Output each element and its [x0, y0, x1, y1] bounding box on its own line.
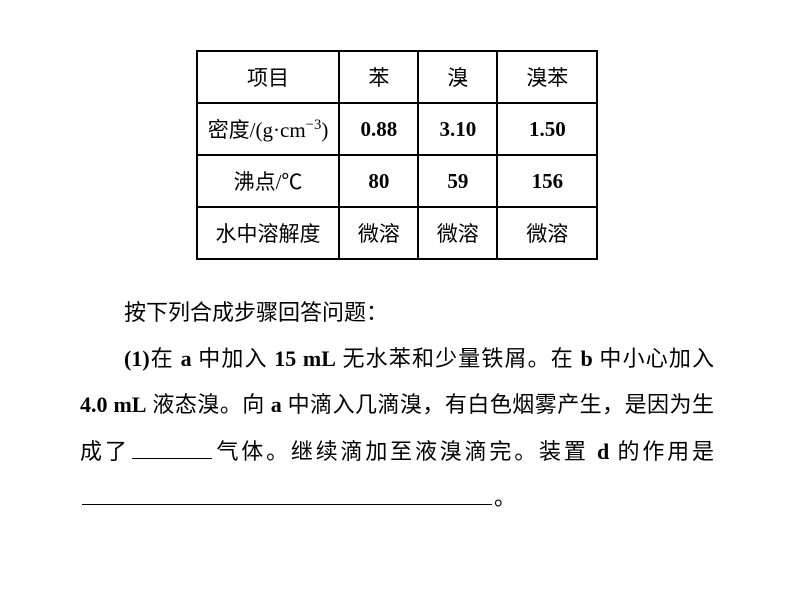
- solubility-benzene: 微溶: [339, 207, 418, 259]
- header-benzene: 苯: [339, 51, 418, 103]
- text-segment: 中加入: [192, 346, 275, 371]
- text-segment: 在: [150, 346, 181, 371]
- table-row: 沸点/℃ 80 59 156: [197, 155, 598, 207]
- density-bromine: 3.10: [418, 103, 497, 155]
- density-benzene: 0.88: [339, 103, 418, 155]
- device-d-ref: d: [597, 439, 609, 464]
- table-row: 水中溶解度 微溶 微溶 微溶: [197, 207, 598, 259]
- data-table-wrapper: 项目 苯 溴 溴苯 密度/(g·cm−3) 0.88 3.10 1.50 沸点/…: [80, 50, 714, 260]
- intro-paragraph: 按下列合成步骤回答问题：: [80, 290, 714, 336]
- text-segment: 。: [494, 485, 516, 510]
- boiling-bromine: 59: [418, 155, 497, 207]
- table-header-row: 项目 苯 溴 溴苯: [197, 51, 598, 103]
- text-segment: 的作用是: [609, 439, 714, 464]
- flask-b-ref: b: [581, 346, 593, 371]
- table-row: 密度/(g·cm−3) 0.88 3.10 1.50: [197, 103, 598, 155]
- flask-a-ref: a: [181, 346, 192, 371]
- header-item: 项目: [197, 51, 340, 103]
- header-bromobenzene: 溴苯: [497, 51, 597, 103]
- density-bromobenzene: 1.50: [497, 103, 597, 155]
- solubility-label: 水中溶解度: [197, 207, 340, 259]
- fill-blank-long: [82, 504, 492, 505]
- header-bromine: 溴: [418, 51, 497, 103]
- flask-a-ref-2: a: [271, 392, 282, 417]
- question-number: (1): [124, 346, 150, 371]
- volume-15ml: 15 mL: [274, 346, 336, 371]
- solubility-bromobenzene: 微溶: [497, 207, 597, 259]
- boiling-benzene: 80: [339, 155, 418, 207]
- boiling-bromobenzene: 156: [497, 155, 597, 207]
- text-segment: 气体。继续滴加至液溴滴完。装置: [214, 439, 597, 464]
- solubility-bromine: 微溶: [418, 207, 497, 259]
- text-segment: 无水苯和少量铁屑。在: [336, 346, 581, 371]
- fill-blank-short: [132, 458, 212, 459]
- properties-table: 项目 苯 溴 溴苯 密度/(g·cm−3) 0.88 3.10 1.50 沸点/…: [196, 50, 599, 260]
- boiling-label: 沸点/℃: [197, 155, 340, 207]
- volume-4ml: 4.0 mL: [80, 392, 146, 417]
- density-label: 密度/(g·cm−3): [197, 103, 340, 155]
- text-segment: 中小心加入: [593, 346, 714, 371]
- text-segment: 液态溴。向: [146, 392, 270, 417]
- question-paragraph: (1)在 a 中加入 15 mL 无水苯和少量铁屑。在 b 中小心加入 4.0 …: [80, 336, 714, 521]
